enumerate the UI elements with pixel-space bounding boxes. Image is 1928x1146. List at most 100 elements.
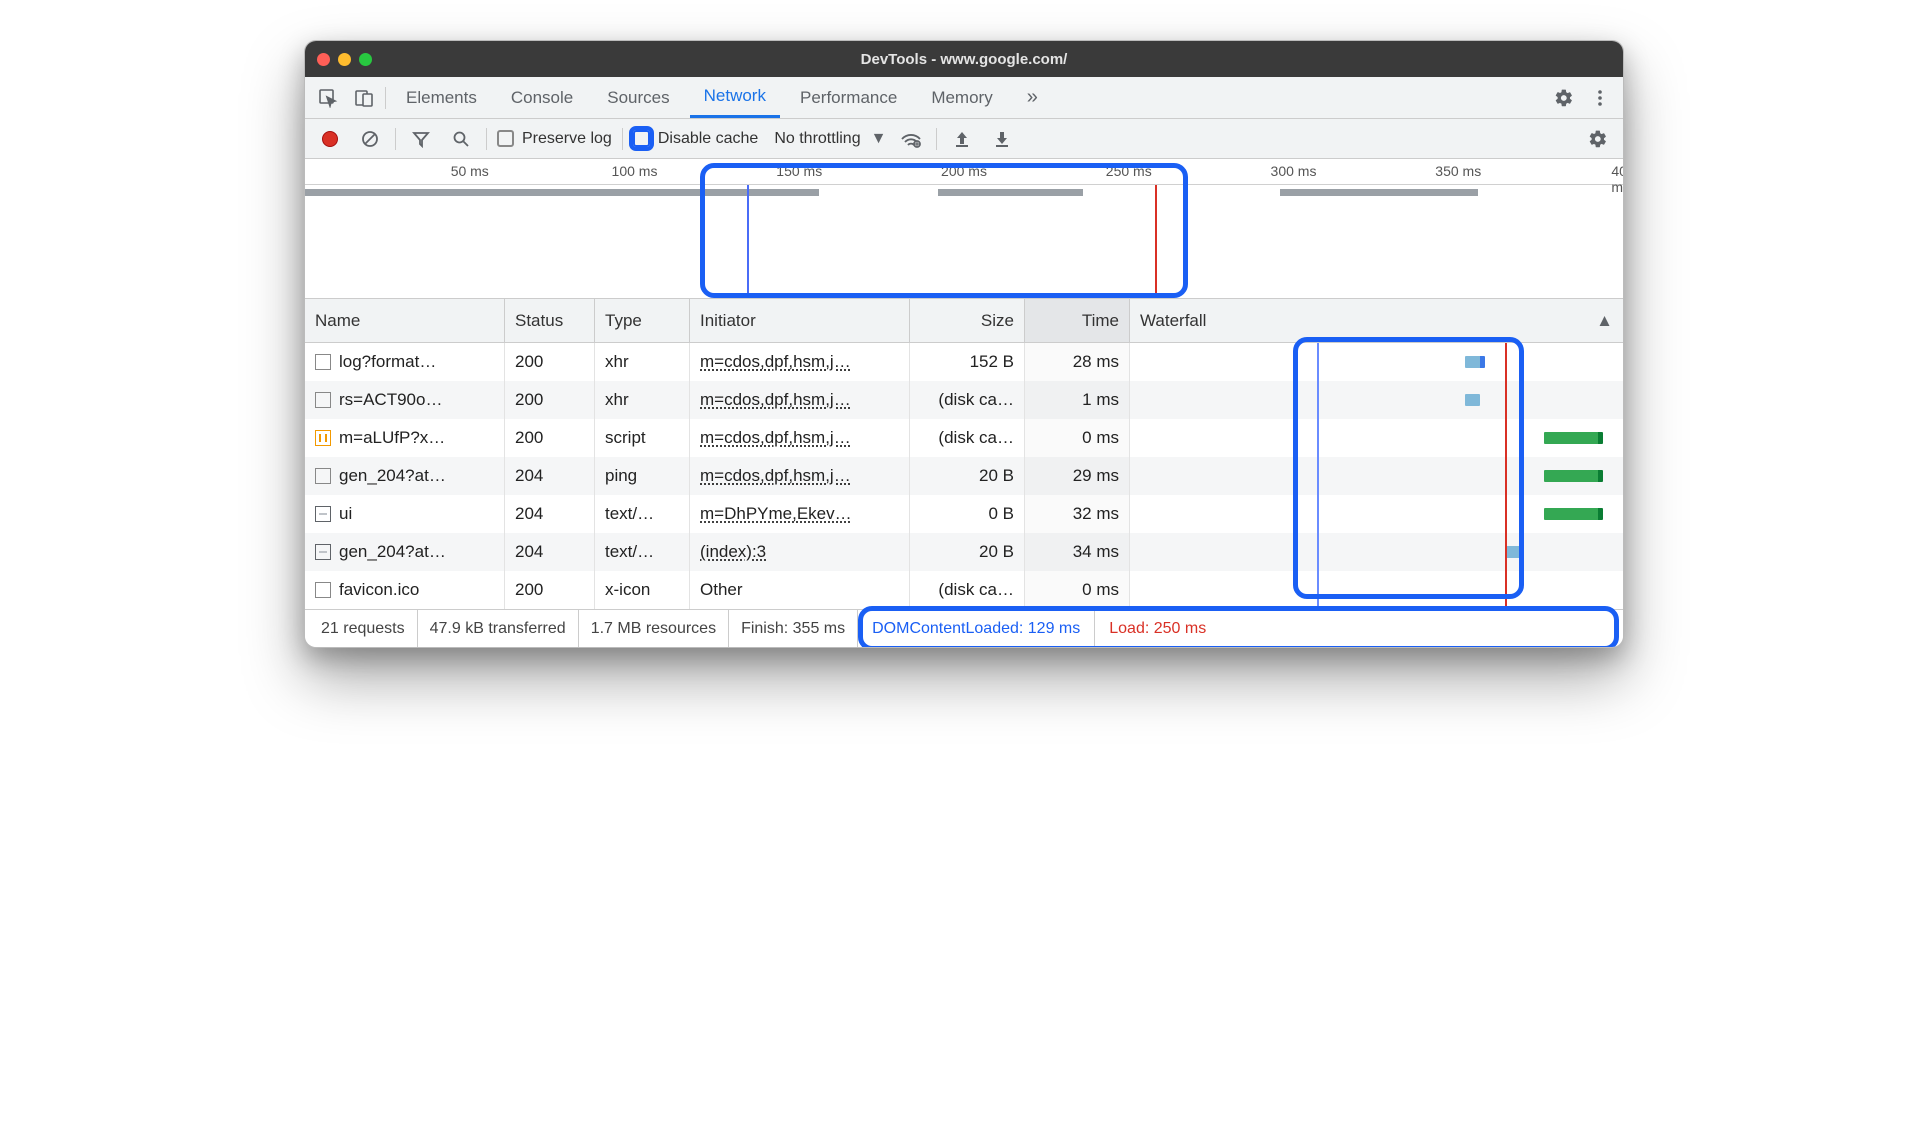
tab-elements[interactable]: Elements bbox=[392, 77, 491, 118]
initiator-link[interactable]: m=cdos,dpf,hsm,j… bbox=[700, 390, 851, 410]
device-toggle-icon[interactable] bbox=[349, 83, 379, 113]
col-status[interactable]: Status bbox=[505, 299, 595, 342]
time-cell: 29 ms bbox=[1025, 457, 1130, 495]
upload-har-icon[interactable] bbox=[947, 124, 977, 154]
divider bbox=[936, 128, 937, 150]
search-icon[interactable] bbox=[446, 124, 476, 154]
kebab-menu-icon[interactable] bbox=[1585, 83, 1615, 113]
initiator-link[interactable]: m=cdos,dpf,hsm,j… bbox=[700, 352, 851, 372]
divider bbox=[395, 128, 396, 150]
col-name[interactable]: Name bbox=[305, 299, 505, 342]
request-name: m=aLUfP?x… bbox=[339, 428, 445, 448]
download-har-icon[interactable] bbox=[987, 124, 1017, 154]
col-time[interactable]: Time bbox=[1025, 299, 1130, 342]
status-cell: 200 bbox=[505, 571, 595, 609]
status-cell: 204 bbox=[505, 457, 595, 495]
disable-cache-toggle[interactable]: Disable cache bbox=[633, 130, 759, 148]
status-load: Load: 250 ms bbox=[1095, 610, 1220, 647]
timeline-overview[interactable]: 50 ms100 ms150 ms200 ms250 ms300 ms350 m… bbox=[305, 159, 1623, 299]
type-cell: script bbox=[595, 419, 690, 457]
col-initiator[interactable]: Initiator bbox=[690, 299, 910, 342]
chevron-down-icon: ▼ bbox=[871, 130, 887, 148]
titlebar: DevTools - www.google.com/ bbox=[305, 41, 1623, 77]
file-type-icon bbox=[315, 392, 331, 408]
table-row[interactable]: gen_204?at…204pingm=cdos,dpf,hsm,j…20 B2… bbox=[305, 457, 1623, 495]
request-name: ui bbox=[339, 504, 352, 524]
clear-icon[interactable] bbox=[355, 124, 385, 154]
time-cell: 32 ms bbox=[1025, 495, 1130, 533]
size-cell: (disk ca… bbox=[910, 381, 1025, 419]
initiator-link[interactable]: m=cdos,dpf,hsm,j… bbox=[700, 466, 851, 486]
table-row[interactable]: m=aLUfP?x…200scriptm=cdos,dpf,hsm,j…(dis… bbox=[305, 419, 1623, 457]
time-cell: 34 ms bbox=[1025, 533, 1130, 571]
window-title: DevTools - www.google.com/ bbox=[305, 51, 1623, 68]
more-tabs[interactable]: » bbox=[1013, 77, 1052, 118]
file-type-icon bbox=[315, 506, 331, 522]
table-header: NameStatusTypeInitiatorSizeTimeWaterfall… bbox=[305, 299, 1623, 343]
devtools-window: DevTools - www.google.com/ ElementsConso… bbox=[304, 40, 1624, 648]
time-cell: 0 ms bbox=[1025, 571, 1130, 609]
col-waterfall[interactable]: Waterfall▲ bbox=[1130, 299, 1623, 342]
file-type-icon bbox=[315, 468, 331, 484]
network-toolbar: Preserve log Disable cache No throttling… bbox=[305, 119, 1623, 159]
divider bbox=[622, 128, 623, 150]
preserve-log-label: Preserve log bbox=[522, 130, 612, 148]
size-cell: (disk ca… bbox=[910, 571, 1025, 609]
type-cell: ping bbox=[595, 457, 690, 495]
panel-tabbar: ElementsConsoleSourcesNetworkPerformance… bbox=[305, 77, 1623, 119]
waterfall-cell bbox=[1130, 533, 1623, 571]
waterfall-cell bbox=[1130, 343, 1623, 381]
network-conditions-icon[interactable] bbox=[896, 124, 926, 154]
type-cell: text/… bbox=[595, 533, 690, 571]
waterfall-cell bbox=[1130, 457, 1623, 495]
tab-sources[interactable]: Sources bbox=[593, 77, 683, 118]
status-resources: 1.7 MB resources bbox=[579, 610, 729, 647]
inspect-icon[interactable] bbox=[313, 83, 343, 113]
tab-console[interactable]: Console bbox=[497, 77, 587, 118]
waterfall-cell bbox=[1130, 419, 1623, 457]
throttling-select[interactable]: No throttling ▼ bbox=[774, 130, 886, 148]
table-row[interactable]: ui 204text/… m=DhPYme,Ekev… 0 B32 ms bbox=[305, 495, 1623, 533]
status-cell: 200 bbox=[505, 381, 595, 419]
table-row[interactable]: favicon.ico 200x-icon Other (disk ca…0 ms bbox=[305, 571, 1623, 609]
col-type[interactable]: Type bbox=[595, 299, 690, 342]
request-table: log?format…200xhrm=cdos,dpf,hsm,j…152 B2… bbox=[305, 343, 1623, 609]
request-name: rs=ACT90o… bbox=[339, 390, 442, 410]
filter-icon[interactable] bbox=[406, 124, 436, 154]
waterfall-cell bbox=[1130, 571, 1623, 609]
initiator-link[interactable]: m=cdos,dpf,hsm,j… bbox=[700, 428, 851, 448]
size-cell: 20 B bbox=[910, 533, 1025, 571]
size-cell: (disk ca… bbox=[910, 419, 1025, 457]
tab-memory[interactable]: Memory bbox=[917, 77, 1006, 118]
table-row[interactable]: log?format…200xhrm=cdos,dpf,hsm,j…152 B2… bbox=[305, 343, 1623, 381]
status-requests: 21 requests bbox=[309, 610, 418, 647]
time-cell: 1 ms bbox=[1025, 381, 1130, 419]
record-button[interactable] bbox=[315, 124, 345, 154]
timeline-tick: 50 ms bbox=[451, 163, 489, 179]
initiator-link[interactable]: (index):3 bbox=[700, 542, 766, 562]
preserve-log-toggle[interactable]: Preserve log bbox=[497, 130, 612, 148]
waterfall-cell bbox=[1130, 495, 1623, 533]
settings-gear-icon[interactable] bbox=[1549, 83, 1579, 113]
initiator-link[interactable]: m=DhPYme,Ekev… bbox=[700, 504, 852, 524]
request-name: favicon.ico bbox=[339, 580, 419, 600]
type-cell: text/… bbox=[595, 495, 690, 533]
table-row[interactable]: rs=ACT90o…200xhrm=cdos,dpf,hsm,j…(disk c… bbox=[305, 381, 1623, 419]
table-row[interactable]: gen_204?at…204text/…(index):320 B34 ms bbox=[305, 533, 1623, 571]
throttling-label: No throttling bbox=[774, 130, 860, 148]
divider bbox=[486, 128, 487, 150]
network-settings-gear-icon[interactable] bbox=[1583, 124, 1613, 154]
status-cell: 204 bbox=[505, 495, 595, 533]
time-cell: 0 ms bbox=[1025, 419, 1130, 457]
status-dcl: DOMContentLoaded: 129 ms bbox=[858, 610, 1095, 647]
request-name: log?format… bbox=[339, 352, 436, 372]
status-cell: 200 bbox=[505, 343, 595, 381]
col-size[interactable]: Size bbox=[910, 299, 1025, 342]
timeline-tick: 150 ms bbox=[776, 163, 822, 179]
tab-performance[interactable]: Performance bbox=[786, 77, 911, 118]
tab-network[interactable]: Network bbox=[690, 77, 780, 118]
initiator-link: Other bbox=[700, 580, 743, 600]
type-cell: xhr bbox=[595, 343, 690, 381]
type-cell: x-icon bbox=[595, 571, 690, 609]
size-cell: 0 B bbox=[910, 495, 1025, 533]
